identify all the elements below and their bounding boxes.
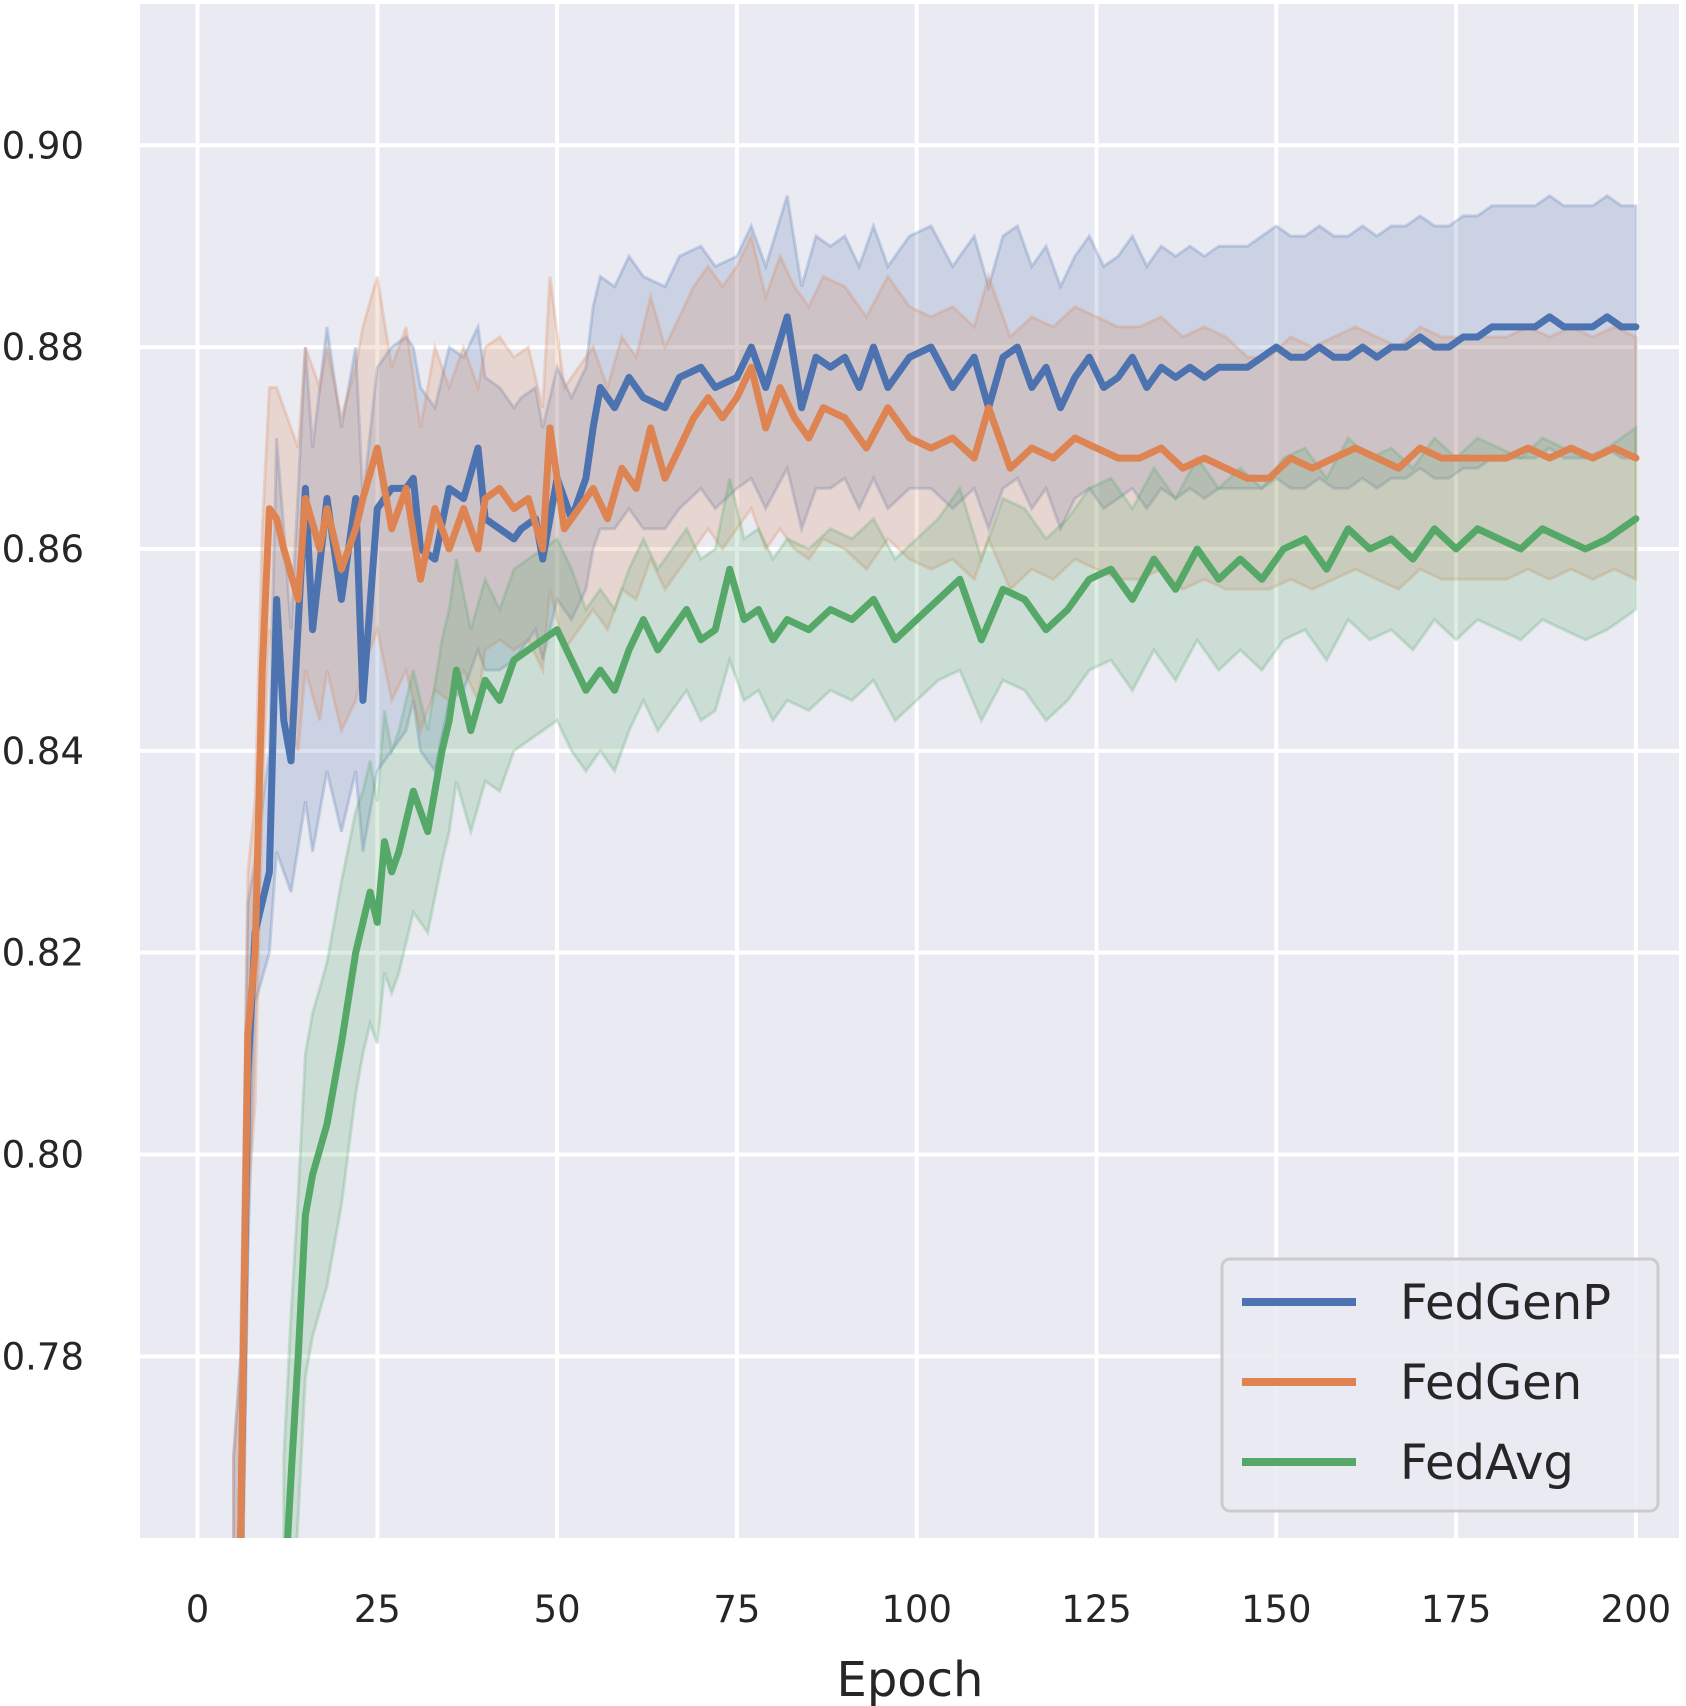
confidence-bands [232, 193, 1638, 1538]
series-line [237, 363, 1640, 1538]
y-tick-label: 0.90 [2, 124, 84, 167]
x-tick-label: 125 [1061, 1588, 1132, 1631]
y-tick-labels: 0.78 0.80 0.82 0.84 0.86 0.88 0.90 [2, 124, 84, 1378]
legend: FedGenP FedGen FedAvg [1220, 1257, 1660, 1513]
y-tick-label: 0.80 [2, 1134, 84, 1177]
x-tick-label: 175 [1421, 1588, 1492, 1631]
y-tick-label: 0.84 [2, 730, 84, 773]
x-tick-labels: 0 25 50 75 100 125 150 175 200 [186, 1588, 1671, 1631]
legend-frame [1220, 1257, 1660, 1513]
x-axis-title: Epoch [837, 1652, 984, 1706]
series-line [237, 313, 1640, 1538]
x-tick-label: 50 [534, 1588, 581, 1631]
legend-label: FedGen [1400, 1355, 1582, 1411]
legend-label: FedAvg [1400, 1435, 1574, 1491]
x-tick-label: 200 [1601, 1588, 1672, 1631]
series-line [284, 515, 1640, 1538]
x-tick-label: 25 [354, 1588, 401, 1631]
confidence-band [282, 425, 1638, 1538]
confidence-band [232, 231, 1638, 1538]
y-tick-label: 0.82 [2, 932, 84, 975]
x-tick-label: 150 [1241, 1588, 1312, 1631]
y-tick-label: 0.88 [2, 326, 84, 369]
x-tick-label: 100 [881, 1588, 952, 1631]
x-tick-label: 0 [186, 1588, 210, 1631]
series-lines [237, 313, 1640, 1538]
legend-items: FedGenP FedGen FedAvg [1242, 1275, 1611, 1491]
y-tick-label: 0.78 [2, 1335, 84, 1378]
x-tick-label: 75 [713, 1588, 760, 1631]
legend-label: FedGenP [1400, 1275, 1611, 1331]
y-tick-label: 0.86 [2, 528, 84, 571]
